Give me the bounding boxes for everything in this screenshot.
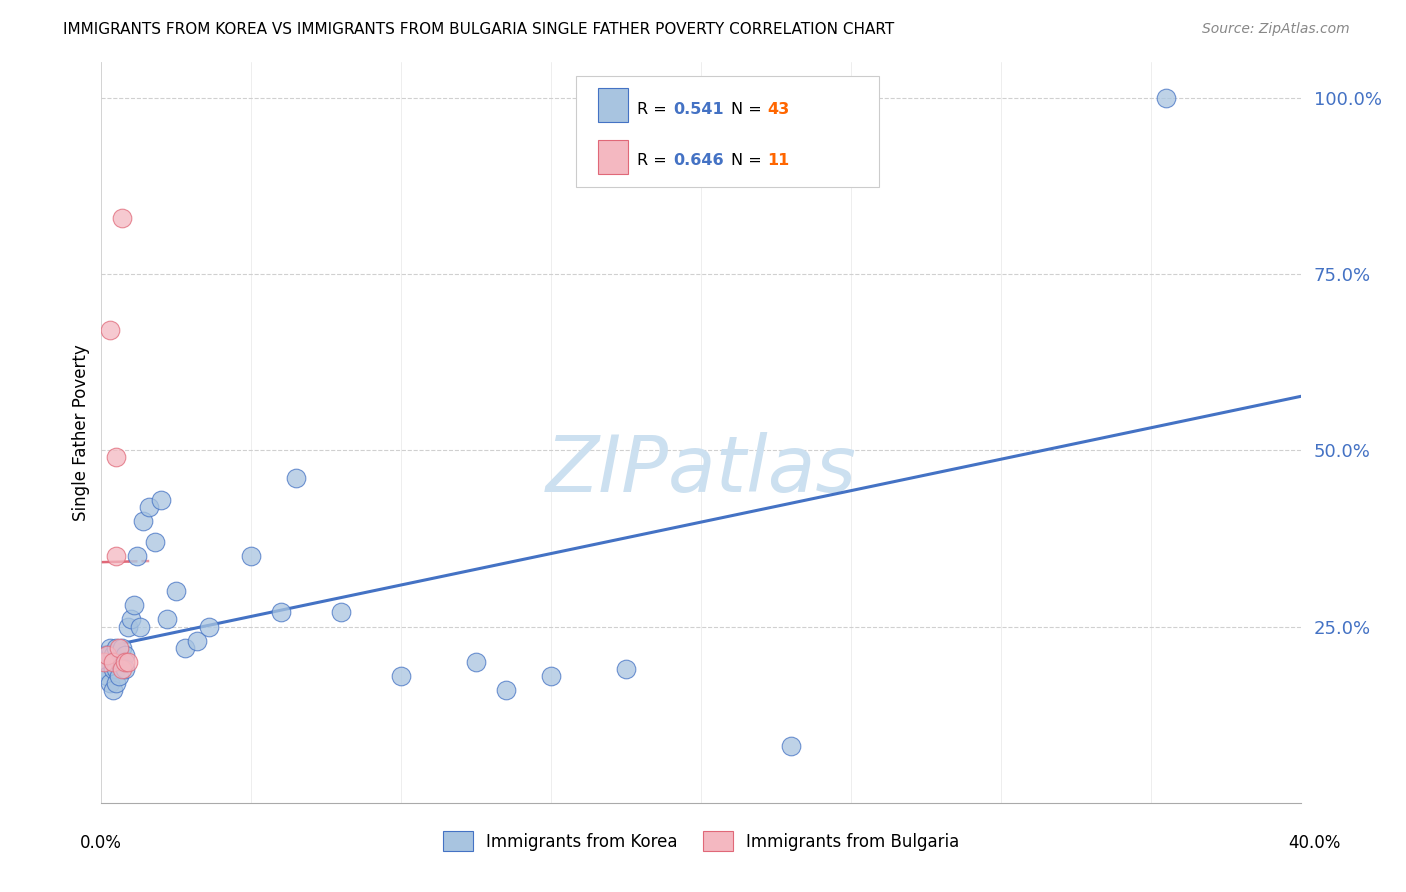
Point bbox=[98, 640, 121, 655]
Point bbox=[122, 599, 145, 613]
Point bbox=[98, 648, 121, 662]
Point bbox=[108, 640, 131, 655]
Point bbox=[103, 648, 125, 662]
Point bbox=[174, 640, 197, 655]
Point bbox=[240, 549, 263, 563]
Point bbox=[330, 606, 353, 620]
Point bbox=[103, 683, 125, 698]
Text: IMMIGRANTS FROM KOREA VS IMMIGRANTS FROM BULGARIA SINGLE FATHER POVERTY CORRELAT: IMMIGRANTS FROM KOREA VS IMMIGRANTS FROM… bbox=[63, 22, 894, 37]
Y-axis label: Single Father Poverty: Single Father Poverty bbox=[72, 344, 90, 521]
Point bbox=[198, 619, 221, 633]
Point bbox=[111, 640, 134, 655]
Point bbox=[93, 662, 115, 676]
Point bbox=[285, 471, 308, 485]
Text: 0.541: 0.541 bbox=[673, 102, 724, 117]
Point bbox=[105, 450, 128, 465]
Point bbox=[98, 323, 121, 337]
Text: N =: N = bbox=[731, 102, 768, 117]
Point bbox=[156, 612, 179, 626]
Point bbox=[1154, 91, 1177, 105]
Point bbox=[150, 492, 173, 507]
Text: ZIPatlas: ZIPatlas bbox=[546, 432, 856, 508]
Point bbox=[132, 514, 155, 528]
Point bbox=[138, 500, 160, 514]
Point bbox=[103, 662, 125, 676]
Text: 0.0%: 0.0% bbox=[80, 834, 122, 852]
Text: 40.0%: 40.0% bbox=[1288, 834, 1341, 852]
Point bbox=[165, 584, 187, 599]
Point bbox=[540, 669, 562, 683]
Point bbox=[143, 535, 166, 549]
Text: Source: ZipAtlas.com: Source: ZipAtlas.com bbox=[1202, 22, 1350, 37]
Point bbox=[114, 655, 136, 669]
Point bbox=[103, 655, 125, 669]
Point bbox=[105, 549, 128, 563]
Legend: Immigrants from Korea, Immigrants from Bulgaria: Immigrants from Korea, Immigrants from B… bbox=[436, 825, 966, 857]
Point bbox=[111, 662, 134, 676]
Point bbox=[111, 211, 134, 225]
Point bbox=[108, 655, 131, 669]
Point bbox=[779, 739, 801, 754]
Text: 43: 43 bbox=[768, 102, 790, 117]
Point bbox=[105, 640, 128, 655]
Point bbox=[186, 633, 208, 648]
Point bbox=[96, 669, 118, 683]
Point bbox=[96, 655, 118, 669]
Point bbox=[96, 648, 118, 662]
Text: 0.646: 0.646 bbox=[673, 153, 724, 168]
Point bbox=[389, 669, 412, 683]
Point bbox=[108, 669, 131, 683]
Point bbox=[129, 619, 152, 633]
Point bbox=[114, 648, 136, 662]
Point bbox=[111, 655, 134, 669]
Point bbox=[114, 662, 136, 676]
Point bbox=[120, 612, 142, 626]
Point bbox=[117, 655, 139, 669]
Text: 11: 11 bbox=[768, 153, 790, 168]
Point bbox=[495, 683, 517, 698]
Point bbox=[117, 619, 139, 633]
Text: R =: R = bbox=[637, 153, 672, 168]
Point bbox=[127, 549, 149, 563]
Point bbox=[98, 676, 121, 690]
Point bbox=[270, 606, 292, 620]
Point bbox=[105, 662, 128, 676]
Point bbox=[614, 662, 637, 676]
Point bbox=[93, 655, 115, 669]
Text: R =: R = bbox=[637, 102, 672, 117]
Point bbox=[105, 676, 128, 690]
Text: N =: N = bbox=[731, 153, 768, 168]
Point bbox=[465, 655, 488, 669]
